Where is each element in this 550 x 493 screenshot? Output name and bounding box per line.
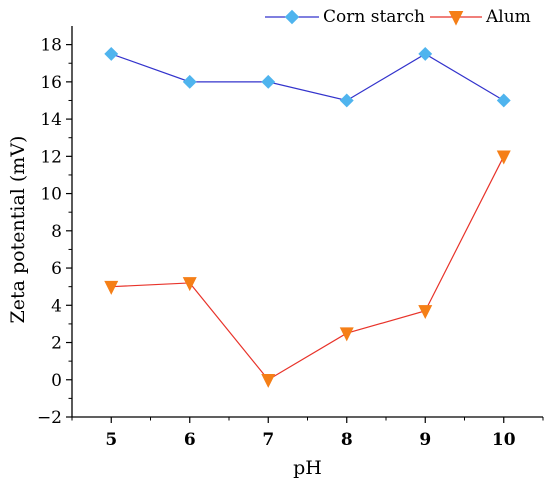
legend-marker-alum — [448, 11, 464, 26]
x-axis-title: pH — [293, 457, 322, 479]
legend-item-corn-starch: Corn starch — [265, 7, 425, 27]
data-point-alum — [261, 373, 276, 388]
legend-label-alum: Alum — [485, 7, 531, 27]
y-tick-label: 0 — [51, 371, 62, 391]
series-layer — [104, 47, 511, 388]
data-point-corn-starch — [339, 93, 354, 108]
data-point-alum — [418, 305, 433, 320]
y-tick-label: 8 — [51, 222, 62, 242]
series-corn-starch — [104, 47, 511, 108]
legend-item-alum: Alum — [430, 7, 531, 27]
y-axis-ticks: −2 0 2 4 6 8 10 12 14 16 18 — [37, 36, 72, 428]
data-point-corn-starch — [104, 47, 119, 61]
data-point-alum — [496, 150, 511, 165]
y-tick-label: 2 — [51, 334, 62, 354]
y-tick-label: −2 — [37, 408, 62, 428]
legend: Corn starch Alum — [265, 7, 531, 27]
data-point-alum — [104, 280, 119, 295]
y-tick-label: 10 — [40, 185, 62, 205]
data-point-corn-starch — [496, 93, 511, 108]
series-alum — [104, 150, 511, 388]
y-tick-label: 4 — [51, 296, 62, 316]
x-tick-label: 7 — [262, 430, 274, 450]
data-point-alum — [339, 327, 354, 342]
y-axis-title: Zeta potential (mV) — [7, 136, 29, 324]
y-tick-label: 14 — [40, 110, 62, 130]
x-axis-ticks: 5 6 7 8 9 10 — [71, 417, 544, 450]
x-tick-label: 8 — [341, 430, 353, 450]
y-tick-label: 6 — [51, 259, 62, 279]
x-tick-label: 9 — [419, 430, 431, 450]
data-point-corn-starch — [418, 47, 433, 61]
data-point-corn-starch — [182, 74, 197, 89]
legend-label-corn-starch: Corn starch — [323, 7, 425, 27]
x-tick-label: 5 — [105, 430, 117, 450]
series-line-alum — [111, 156, 505, 381]
data-point-corn-starch — [261, 74, 276, 89]
y-tick-label: 16 — [40, 73, 62, 93]
x-tick-label: 6 — [184, 430, 196, 450]
legend-marker-corn-starch — [284, 9, 300, 25]
x-tick-label: 10 — [492, 430, 516, 450]
axes — [71, 26, 543, 418]
y-tick-label: 12 — [40, 147, 62, 167]
series-line-corn-starch — [111, 53, 505, 102]
data-point-alum — [182, 277, 197, 292]
y-tick-label: 18 — [40, 36, 62, 56]
